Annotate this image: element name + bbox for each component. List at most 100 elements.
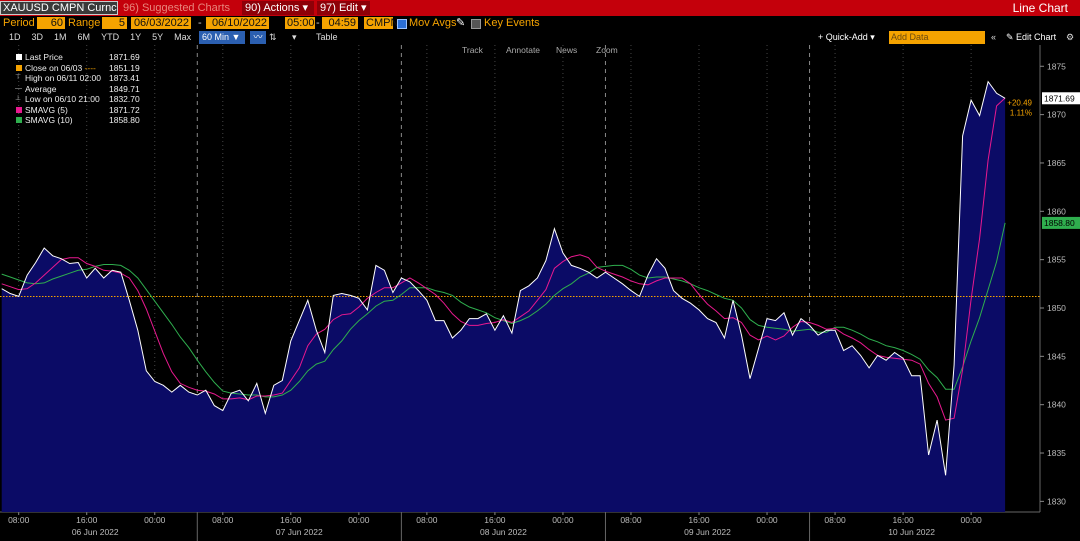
x-tick-label: 00:00	[144, 515, 166, 525]
chart-tool[interactable]: News	[556, 45, 578, 55]
legend-icon: ⊥	[15, 95, 22, 102]
actions-menu[interactable]: 90) Actions ▾	[242, 1, 314, 15]
y-tick-label: 1865	[1047, 158, 1066, 168]
chart-tool[interactable]: Annotate	[506, 45, 541, 55]
day-label: 07 Jun 2022	[276, 527, 323, 537]
moving-average-line	[1, 97, 1006, 421]
actions-label[interactable]: 90) Actions	[245, 2, 300, 14]
legend-swatch	[16, 106, 22, 113]
legend-name: Low on 06/10 21:00	[25, 94, 100, 104]
legend-name: Average	[25, 83, 57, 94]
x-tick-label: 16:00	[688, 515, 710, 525]
period-field[interactable]: 60	[37, 17, 65, 29]
moving-average-line	[1, 222, 1006, 398]
legend-value: 1873.41	[109, 73, 140, 83]
legend-dash: ----	[82, 62, 96, 73]
edit-label[interactable]: 97) Edit	[320, 2, 358, 14]
legend-swatch	[16, 117, 22, 123]
dash: -	[316, 17, 320, 29]
table-button[interactable]: Table	[316, 32, 338, 42]
day-label: 09 Jun 2022	[684, 527, 731, 537]
day-label: 08 Jun 2022	[480, 527, 527, 537]
edit-chart-label[interactable]: Edit Chart	[1016, 32, 1057, 42]
x-tick-label: 08:00	[8, 515, 30, 525]
end-date[interactable]: 06/10/2022	[206, 17, 269, 29]
key-events-checkbox[interactable]	[471, 19, 481, 29]
x-tick-label: 00:00	[960, 515, 982, 525]
x-tick-label: 16:00	[280, 515, 302, 525]
price-tag: 1858.80	[1044, 218, 1075, 228]
range-button[interactable]: YTD	[101, 32, 120, 42]
day-label: 10 Jun 2022	[888, 527, 935, 537]
price-area	[1, 81, 1006, 512]
bar-icon[interactable]: ⇅	[269, 32, 277, 42]
range-field[interactable]: 5	[102, 17, 127, 29]
chart-tool[interactable]: Track	[462, 45, 483, 55]
legend-swatch	[16, 54, 22, 60]
legend-value: 1871.72	[109, 104, 140, 115]
key-events-label: Key Events	[484, 17, 540, 29]
period-label: Period	[3, 17, 35, 29]
legend-value: 1871.69	[109, 52, 140, 62]
legend-swatch	[16, 64, 22, 71]
quick-add-label[interactable]: Quick-Add	[825, 32, 868, 42]
x-tick-label: 00:00	[348, 515, 370, 525]
interval-button[interactable]: 60 Min ▼	[199, 31, 245, 44]
dash: -	[198, 17, 202, 29]
end-time[interactable]: 04:59	[322, 17, 358, 29]
x-tick-label: 08:00	[416, 515, 438, 525]
dropdown[interactable]: ▾	[292, 32, 297, 42]
edit-chart-button[interactable]: ✎ Edit Chart	[1006, 32, 1057, 42]
legend-name: SMAVG (5)	[25, 104, 68, 115]
legend-icon: —	[15, 84, 22, 92]
pencil-icon[interactable]: ✎	[456, 17, 466, 29]
legend-name: Close on 06/03 ----	[25, 62, 96, 73]
interval-label[interactable]: 60 Min	[202, 32, 230, 42]
range-button[interactable]: 1M	[54, 32, 67, 42]
x-tick-label: 16:00	[484, 515, 506, 525]
chart-style-icon[interactable]: 〰	[250, 31, 266, 44]
x-tick-label: 08:00	[824, 515, 846, 525]
legend-name: High on 06/11 02:00	[25, 73, 101, 83]
price-line	[1, 80, 1006, 476]
legend-icon: ⊤	[15, 74, 22, 81]
start-time[interactable]: 05:00	[285, 17, 315, 29]
y-tick-label: 1855	[1047, 255, 1066, 265]
x-tick-label: 00:00	[552, 515, 574, 525]
chart: 08:00 16:00 00:00 08:00 16:00 00:00 08:00 16:00…	[0, 45, 1080, 541]
range-button[interactable]: 1Y	[130, 32, 142, 42]
x-tick-label: 16:00	[76, 515, 98, 525]
edit-menu[interactable]: 97) Edit ▾	[317, 1, 370, 15]
y-tick-label: 1870	[1047, 110, 1066, 120]
price-tag: 1871.69	[1044, 93, 1075, 103]
range-button[interactable]: 6M	[77, 32, 91, 42]
collapse-icon[interactable]: «	[991, 32, 997, 42]
x-tick-label: 16:00	[892, 515, 914, 525]
legend-name: SMAVG (10)	[25, 115, 73, 125]
range-button[interactable]: 1D	[9, 32, 21, 42]
source-field[interactable]: CMPN	[364, 17, 399, 29]
y-tick-label: 1875	[1047, 61, 1066, 71]
security-field[interactable]: XAUUSD CMPN Curnc	[0, 1, 118, 15]
suggested-charts[interactable]: 96) Suggested Charts	[123, 2, 231, 14]
y-tick-label: 1845	[1047, 351, 1066, 361]
start-date[interactable]: 06/03/2022	[131, 17, 191, 29]
x-tick-label: 08:00	[620, 515, 642, 525]
price-tag-box	[1042, 92, 1080, 105]
mov-avgs-checkbox[interactable]	[397, 19, 407, 29]
range-button[interactable]: Max	[174, 32, 192, 42]
change-label: 1.11%	[1010, 108, 1032, 117]
change-label: +20.49	[1007, 98, 1032, 107]
settings-icon[interactable]: ⚙	[1066, 32, 1075, 42]
legend-value: 1849.71	[109, 83, 140, 94]
day-label: 06 Jun 2022	[72, 527, 119, 537]
range-button[interactable]: 3D	[31, 32, 44, 42]
y-tick-label: 1840	[1047, 400, 1066, 410]
y-tick-label: 1835	[1047, 448, 1066, 458]
chart-tool[interactable]: Zoom	[596, 45, 618, 55]
add-data-field[interactable]: Add Data	[889, 31, 985, 44]
quick-add-button[interactable]: + Quick-Add ▾	[818, 32, 875, 42]
range-button[interactable]: 5Y	[152, 32, 164, 42]
mov-avgs-label: Mov Avgs	[409, 17, 457, 29]
